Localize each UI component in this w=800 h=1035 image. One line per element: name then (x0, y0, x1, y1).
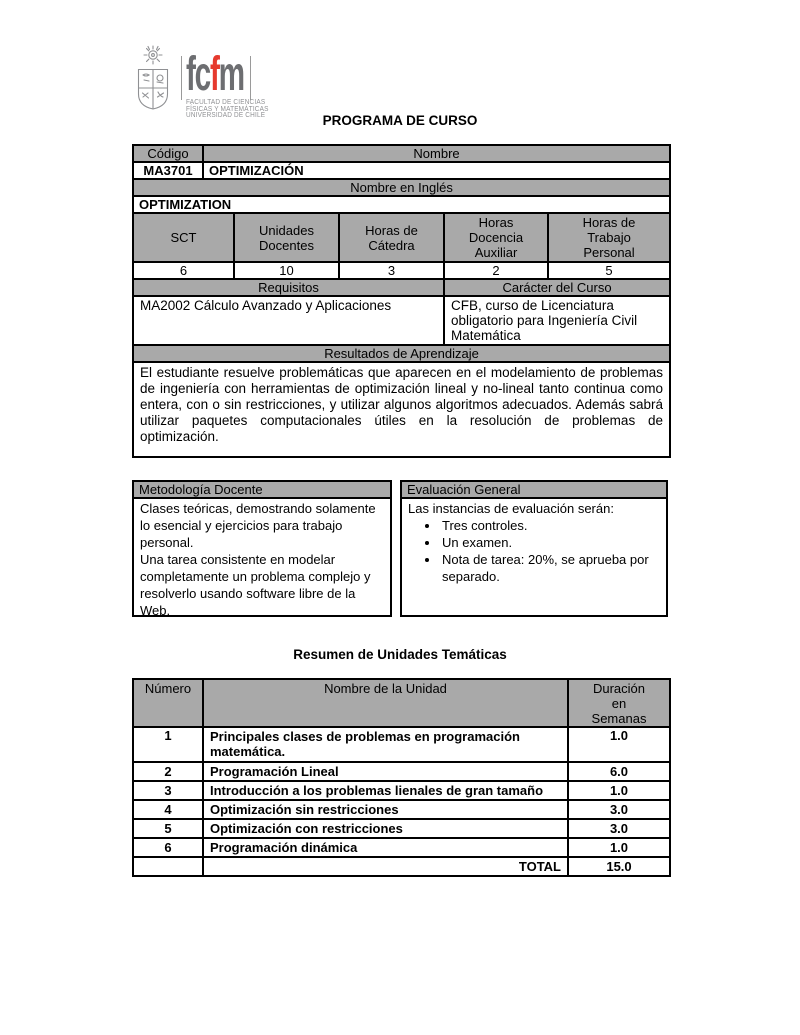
unidad-duracion: 3.0 (567, 818, 671, 839)
codigo-value: MA3701 (132, 161, 204, 180)
total-row: TOTAL 15.0 (132, 856, 671, 877)
unidades-table: Número Nombre de la Unidad Duración en S… (132, 678, 671, 877)
requisitos-value: MA2002 Cálculo Avanzado y Aplicaciones (132, 295, 445, 346)
fcfm-logo: fcfm (186, 51, 245, 99)
unidad-duracion: 1.0 (567, 726, 671, 763)
evaluacion-intro: Las instancias de evaluación serán: (408, 501, 614, 516)
unidad-numero: 4 (132, 799, 204, 820)
page-title: PROGRAMA DE CURSO (322, 113, 478, 128)
nombre-ingles-value: OPTIMIZATION (131, 195, 672, 214)
unidad-nombre: Optimización con restricciones (202, 818, 569, 839)
university-crest-icon (137, 45, 169, 110)
caracter-value: CFB, curso de Licenciatura obligatorio p… (442, 295, 672, 346)
nombre-unidad-header: Nombre de la Unidad (202, 678, 569, 728)
nombre-header: Nombre (201, 144, 672, 163)
evaluacion-bullet-list: Tres controles. Un examen. Nota de tarea… (408, 517, 660, 585)
unidad-numero: 3 (132, 780, 204, 801)
unidad-nombre: Programación Lineal (202, 761, 569, 782)
evaluacion-header: Evaluación General (402, 482, 666, 499)
evaluacion-bullet: Nota de tarea: 20%, se aprueba por separ… (440, 551, 660, 585)
duracion-header: Duración en Semanas (567, 678, 671, 728)
unidad-row: 5 Optimización con restricciones 3.0 (132, 818, 671, 839)
fcfm-logo-red-f: f (209, 48, 220, 101)
unidad-row: 6 Programación dinámica 1.0 (132, 837, 671, 858)
unidad-nombre: Introducción a los problemas lienales de… (202, 780, 569, 801)
course-info-table: Código Nombre MA3701 OPTIMIZACIÓN Nombre… (131, 144, 672, 458)
resultados-paragraph: El estudiante resuelve problemáticas que… (131, 361, 672, 458)
requisitos-header: Requisitos (132, 278, 445, 297)
unidad-duracion: 3.0 (567, 799, 671, 820)
horas-docencia-header: Horas Docencia Auxiliar (443, 212, 549, 263)
fcfm-logo-m: m (218, 48, 245, 101)
nombre-value: OPTIMIZACIÓN (201, 161, 672, 180)
codigo-header: Código (132, 144, 204, 163)
faculty-name-text: FACULTAD DE CIENCIAS FÍSICAS Y MATEMÁTIC… (186, 99, 269, 119)
unidad-duracion: 1.0 (567, 780, 671, 801)
unidad-row: 3 Introducción a los problemas lienales … (132, 780, 671, 801)
unidad-numero: 1 (132, 726, 204, 763)
unidad-duracion: 1.0 (567, 837, 671, 858)
unidad-numero: 6 (132, 837, 204, 858)
unidad-nombre: Optimización sin restricciones (202, 799, 569, 820)
total-label: TOTAL (202, 856, 569, 877)
numero-header: Número (132, 678, 204, 728)
metodologia-paragraph-1: Clases teóricas, demostrando solamente l… (140, 501, 376, 550)
unidad-row: 2 Programación Lineal 6.0 (132, 761, 671, 782)
evaluacion-bullet: Un examen. (440, 534, 660, 551)
metodologia-paragraph-2: Una tarea consistente en modelar complet… (140, 552, 371, 618)
unidades-docentes-header: Unidades Docentes (233, 212, 340, 263)
unidad-row: 4 Optimización sin restricciones 3.0 (132, 799, 671, 820)
unidad-nombre: Principales clases de problemas en progr… (202, 726, 569, 763)
unidad-numero: 5 (132, 818, 204, 839)
unidades-section-title: Resumen de Unidades Temáticas (293, 647, 507, 662)
sct-value: 6 (132, 261, 235, 280)
horas-trabajo-header: Horas de Trabajo Personal (546, 212, 672, 263)
total-empty-cell (132, 856, 204, 877)
horas-catedra-value: 3 (338, 261, 445, 280)
horas-docencia-value: 2 (443, 261, 549, 280)
resultados-header: Resultados de Aprendizaje (131, 344, 672, 363)
horas-trabajo-value: 5 (546, 261, 672, 280)
fcfm-logo-fc: fc (186, 48, 211, 101)
metodologia-box: Metodología Docente Clases teóricas, dem… (132, 480, 392, 618)
unidades-docentes-value: 10 (233, 261, 340, 280)
unidad-duracion: 6.0 (567, 761, 671, 782)
nombre-ingles-header: Nombre en Inglés (131, 178, 672, 197)
metodologia-header: Metodología Docente (134, 482, 390, 499)
logo-divider-left (181, 56, 182, 100)
caracter-header: Carácter del Curso (442, 278, 672, 297)
evaluacion-box: Evaluación General Las instancias de eva… (400, 480, 668, 617)
horas-catedra-header: Horas de Cátedra (338, 212, 445, 263)
unidad-numero: 2 (132, 761, 204, 782)
unidad-nombre: Programación dinámica (202, 837, 569, 858)
total-value: 15.0 (567, 856, 671, 877)
unidad-row: 1 Principales clases de problemas en pro… (132, 726, 671, 763)
logo-divider-right (250, 56, 251, 100)
sct-header: SCT (132, 212, 235, 263)
evaluacion-bullet: Tres controles. (440, 517, 660, 534)
